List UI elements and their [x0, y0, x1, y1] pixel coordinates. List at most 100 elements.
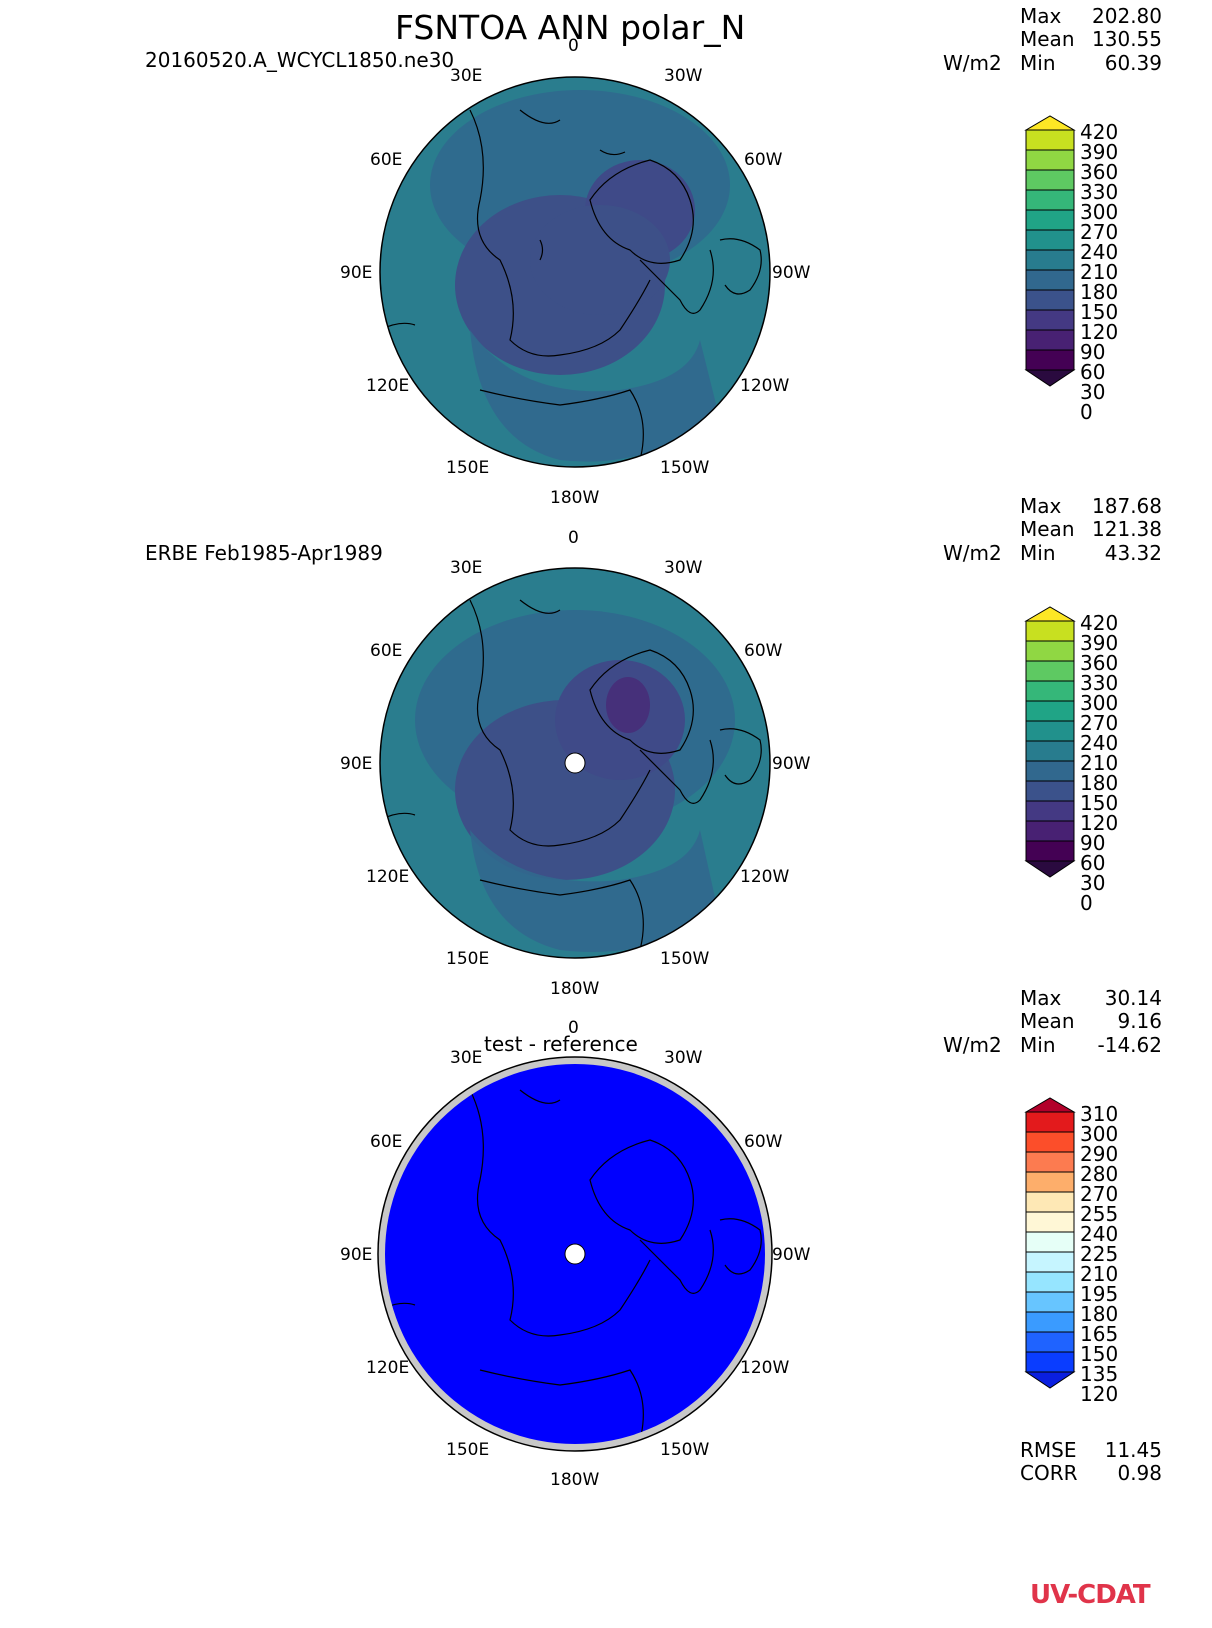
mean-label: Mean	[1020, 1009, 1075, 1033]
lon-label-30w: 30W	[664, 66, 703, 86]
lon-label-0: 0	[568, 1018, 579, 1038]
lon-label-90w: 90W	[772, 263, 811, 283]
lon-label-60e: 60E	[370, 1132, 403, 1152]
lon-label-90e: 90E	[340, 1245, 373, 1265]
colorbar-tick: 180	[1080, 771, 1119, 795]
colorbar-tick: 225	[1080, 1242, 1119, 1266]
polar-map-test	[379, 76, 771, 468]
min-value: -14.62	[1097, 1033, 1162, 1057]
lon-label-60w: 60W	[744, 1132, 783, 1152]
lon-label-120w: 120W	[740, 867, 790, 887]
colorbar-segment	[1025, 720, 1075, 742]
lon-label-90w: 90W	[772, 1245, 811, 1265]
mean-value: 130.55	[1092, 27, 1162, 51]
colorbar-segment	[1025, 700, 1075, 722]
colorbar-segment	[1025, 780, 1075, 802]
lon-label-90e: 90E	[340, 754, 373, 774]
lon-label-120e: 120E	[366, 376, 410, 396]
max-label: Max	[1020, 494, 1062, 518]
lon-label-120w: 120W	[740, 1358, 790, 1378]
coastline	[385, 1089, 762, 1441]
colorbar-tick: 210	[1080, 751, 1119, 775]
colorbar-tick: 150	[1080, 791, 1119, 815]
uvcdat-logo: UV-CDAT	[1030, 1580, 1151, 1610]
colorbar-bottom-arrow	[1024, 860, 1076, 878]
figure-title: FSNTOA ANN polar_N	[395, 8, 746, 47]
colorbar-tick: 270	[1080, 220, 1119, 244]
colorbar-segment	[1025, 1251, 1075, 1273]
colorbar-segment	[1025, 760, 1075, 782]
colorbar-segment	[1025, 1271, 1075, 1293]
lon-label-90w: 90W	[772, 754, 811, 774]
colorbar-segment	[1025, 169, 1075, 191]
colorbar-segment	[1025, 1291, 1075, 1313]
max-label: Max	[1020, 986, 1062, 1010]
colorbar-tick: 270	[1080, 711, 1119, 735]
mean-label: Mean	[1020, 517, 1075, 541]
mean-label: Mean	[1020, 27, 1075, 51]
lon-label-60e: 60E	[370, 150, 403, 170]
colorbar-segment	[1025, 1351, 1075, 1373]
colorbar-segment	[1025, 329, 1075, 351]
lon-label-150e: 150E	[446, 1440, 490, 1460]
rmse-label: RMSE	[1020, 1438, 1077, 1462]
lon-label-30w: 30W	[664, 558, 703, 578]
colorbar-tick: 90	[1080, 831, 1106, 855]
colorbar-tick: 30	[1080, 871, 1106, 895]
lon-label-150w: 150W	[660, 1440, 710, 1460]
colorbar-tick: 195	[1080, 1282, 1119, 1306]
colorbar-top-arrow	[1024, 1097, 1076, 1113]
colorbar-segment	[1025, 680, 1075, 702]
colorbar-bottom-arrow	[1024, 1371, 1076, 1389]
colorbar-segment	[1025, 1151, 1075, 1173]
panel-subtitle: test - reference	[484, 1032, 638, 1056]
colorbar-tick: 310	[1080, 1102, 1119, 1126]
coastline	[380, 599, 762, 951]
lon-label-150w: 150W	[660, 949, 710, 969]
min-value: 43.32	[1104, 541, 1162, 565]
colorbar-tick: 255	[1080, 1202, 1119, 1226]
colorbar-segment	[1025, 1191, 1075, 1213]
mean-value: 121.38	[1092, 517, 1162, 541]
colorbar-segment	[1025, 1171, 1075, 1193]
colorbar-tick: 360	[1080, 160, 1119, 184]
lon-label-60e: 60E	[370, 641, 403, 661]
colorbar-tick: 330	[1080, 671, 1119, 695]
colorbar-segment	[1025, 840, 1075, 862]
colorbar-segment	[1025, 1311, 1075, 1333]
colorbar-segment	[1025, 800, 1075, 822]
colorbar-tick: 120	[1080, 320, 1119, 344]
corr-value: 0.98	[1117, 1461, 1162, 1485]
min-label: Min	[1020, 541, 1056, 565]
colorbar-tick: 0	[1080, 400, 1093, 424]
colorbar-segment	[1025, 660, 1075, 682]
colorbar-tick: 420	[1080, 120, 1119, 144]
lon-label-180w: 180W	[550, 979, 600, 999]
lon-label-30e: 30E	[450, 1048, 483, 1068]
units-label: W/m2	[943, 51, 1002, 75]
lon-label-90e: 90E	[340, 263, 373, 283]
colorbar-tick: 330	[1080, 180, 1119, 204]
pole-marker	[564, 752, 586, 774]
max-value: 202.80	[1092, 4, 1162, 28]
lon-label-60w: 60W	[744, 641, 783, 661]
colorbar-tick: 390	[1080, 631, 1119, 655]
mean-value: 9.16	[1117, 1009, 1162, 1033]
colorbar-tick: 0	[1080, 891, 1093, 915]
colorbar-segment	[1025, 640, 1075, 662]
colorbar-tick: 240	[1080, 240, 1119, 264]
colorbar-segment	[1025, 820, 1075, 842]
colorbar-tick: 180	[1080, 280, 1119, 304]
colorbar-bottom-arrow	[1024, 369, 1076, 387]
colorbar-segment	[1025, 349, 1075, 371]
lon-label-120e: 120E	[366, 867, 410, 887]
colorbar-tick: 180	[1080, 1302, 1119, 1326]
colorbar-segment	[1025, 189, 1075, 211]
min-label: Min	[1020, 1033, 1056, 1057]
panel-subtitle: ERBE Feb1985-Apr1989	[145, 541, 383, 565]
colorbar-tick: 120	[1080, 1382, 1119, 1406]
colorbar-tick: 240	[1080, 1222, 1119, 1246]
colorbar-difference	[1024, 1097, 1076, 1389]
colorbar-tick: 120	[1080, 811, 1119, 835]
